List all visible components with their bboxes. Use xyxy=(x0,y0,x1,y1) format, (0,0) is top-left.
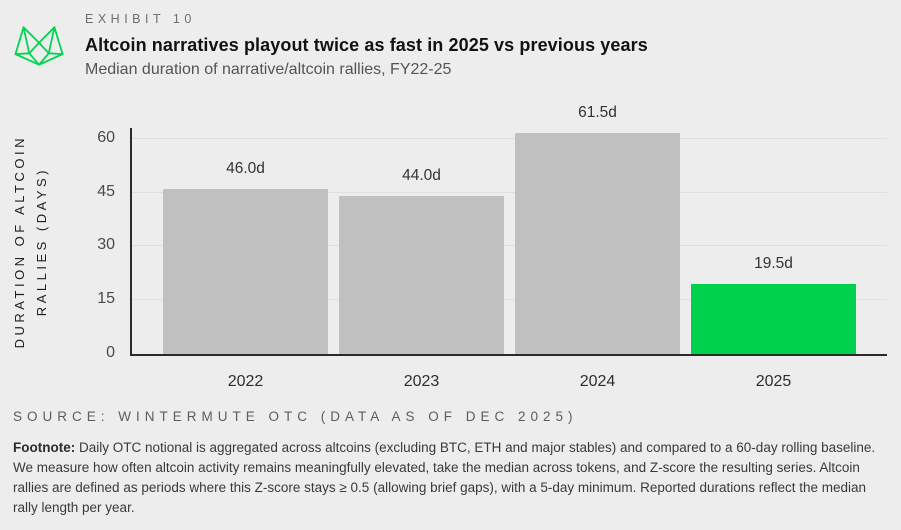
bar-value-label-2022: 46.0d xyxy=(226,159,265,177)
y-tick-label-0: 0 xyxy=(106,344,115,361)
header: EXHIBIT 10 Altcoin narratives playout tw… xyxy=(85,12,648,79)
gridline-60 xyxy=(132,137,887,139)
page-title: Altcoin narratives playout twice as fast… xyxy=(85,35,648,55)
x-category-label-2024: 2024 xyxy=(579,373,616,390)
plot-area: 46.0d 44.0d 61.5d 19.5d xyxy=(130,104,887,356)
bar-2024 xyxy=(515,133,680,354)
y-axis-title-line-1: DURATION OF ALTCOIN xyxy=(12,135,27,349)
footnote: Footnote: Daily OTC notional is aggregat… xyxy=(13,438,890,518)
source-line: SOURCE: WINTERMUTE OTC (DATA AS OF DEC 2… xyxy=(13,409,578,424)
gridline-15 xyxy=(132,299,887,301)
bar-value-label-2023: 44.0d xyxy=(402,167,441,185)
bar-2022 xyxy=(163,188,328,354)
x-category-label-2025: 2025 xyxy=(755,373,792,390)
footnote-text: Daily OTC notional is aggregated across … xyxy=(13,440,876,515)
y-axis-title: DURATION OF ALTCOIN RALLIES (DAYS) xyxy=(12,128,49,356)
y-axis-title-line-2: RALLIES (DAYS) xyxy=(34,167,49,317)
y-tick-label-30: 30 xyxy=(97,236,115,254)
y-tick-label-45: 45 xyxy=(97,182,115,200)
x-category-label-2023: 2023 xyxy=(403,373,440,390)
y-tick-label-15: 15 xyxy=(97,290,115,308)
wintermute-logo-icon xyxy=(14,26,64,66)
exhibit-label: EXHIBIT 10 xyxy=(85,12,196,26)
bar-2023 xyxy=(339,196,504,354)
x-category-label-2022: 2022 xyxy=(227,373,264,390)
gridline-30 xyxy=(132,245,887,247)
bar-value-label-2025: 19.5d xyxy=(754,255,793,273)
gridline-45 xyxy=(132,191,887,193)
y-tick-label-60: 60 xyxy=(97,128,115,146)
bar-value-label-2024: 61.5d xyxy=(578,104,617,122)
bar-2025 xyxy=(691,284,856,354)
footnote-label: Footnote: xyxy=(13,440,76,455)
page-subtitle: Median duration of narrative/altcoin ral… xyxy=(85,61,452,78)
